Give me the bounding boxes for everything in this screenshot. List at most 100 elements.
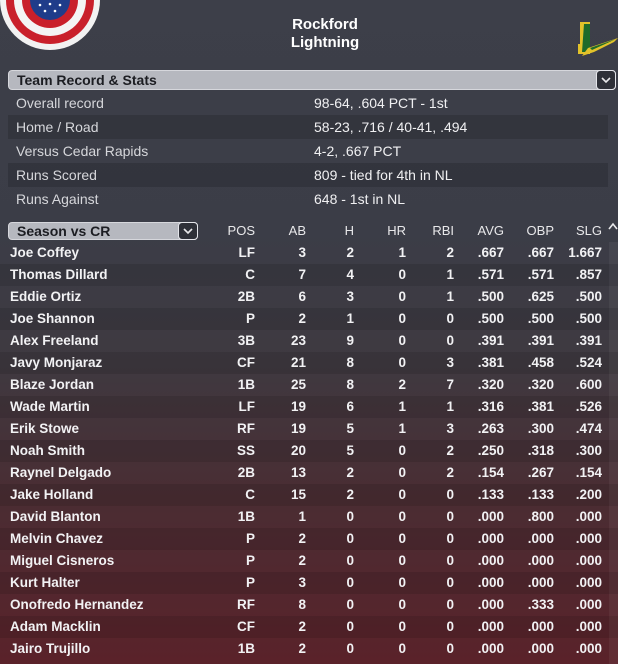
stat-rbi: 2 <box>446 443 454 458</box>
player-name[interactable]: Thomas Dillard <box>10 267 108 282</box>
player-row[interactable]: Eddie Ortiz 2B 6 3 0 1 .500 .625 .500 <box>0 286 618 308</box>
chevron-down-icon <box>183 227 193 234</box>
stat-slg: .154 <box>575 465 602 480</box>
stat-pos: C <box>245 487 255 502</box>
stat-pos: P <box>245 311 255 326</box>
player-row[interactable]: Adam Macklin CF 2 0 0 0 .000 .000 .000 <box>0 616 618 638</box>
player-name[interactable]: Jairo Trujillo <box>10 641 91 656</box>
stat-slg: .391 <box>575 333 602 348</box>
stat-h: 5 <box>346 443 354 458</box>
player-name[interactable]: Joe Coffey <box>10 245 80 260</box>
stat-avg: .000 <box>477 619 504 634</box>
stat-slg: .000 <box>575 597 602 612</box>
stat-h: 0 <box>346 509 354 524</box>
player-name[interactable]: Onofredo Hernandez <box>10 597 144 612</box>
player-name[interactable]: Wade Martin <box>10 399 90 414</box>
stat-avg: .154 <box>477 465 504 480</box>
record-label: Runs Against <box>16 191 99 207</box>
stat-rbi: 1 <box>446 289 454 304</box>
player-name[interactable]: Adam Macklin <box>10 619 101 634</box>
player-name[interactable]: Joe Shannon <box>10 311 95 326</box>
stat-pos: P <box>245 575 255 590</box>
player-row[interactable]: Jairo Trujillo 1B 2 0 0 0 .000 .000 .000 <box>0 638 618 660</box>
stat-rbi: 2 <box>446 245 454 260</box>
player-name[interactable]: Raynel Delgado <box>10 465 112 480</box>
player-name[interactable]: Noah Smith <box>10 443 86 458</box>
player-row[interactable]: Alex Freeland 3B 23 9 0 0 .391 .391 .391 <box>0 330 618 352</box>
section-toggle-button[interactable] <box>596 70 616 90</box>
player-name[interactable]: Erik Stowe <box>10 421 80 436</box>
stat-hr: 0 <box>398 443 406 458</box>
player-row[interactable]: Blaze Jordan 1B 25 8 2 7 .320 .320 .600 <box>0 374 618 396</box>
column-header-ab[interactable]: AB <box>288 223 306 238</box>
column-header-avg[interactable]: AVG <box>477 223 505 238</box>
stat-h: 0 <box>346 575 354 590</box>
stat-avg: .000 <box>477 575 504 590</box>
player-name[interactable]: David Blanton <box>10 509 101 524</box>
stat-rbi: 0 <box>446 333 454 348</box>
stat-hr: 1 <box>398 245 406 260</box>
stat-h: 4 <box>346 267 354 282</box>
record-row-overall: Overall record 98-64, .604 PCT - 1st <box>8 91 608 115</box>
stat-rbi: 0 <box>446 597 454 612</box>
stat-slg: .000 <box>575 531 602 546</box>
column-header-hr[interactable]: HR <box>387 223 406 238</box>
player-row[interactable]: Jake Holland C 15 2 0 0 .133 .133 .200 <box>0 484 618 506</box>
player-row[interactable]: Joe Shannon P 2 1 0 0 .500 .500 .500 <box>0 308 618 330</box>
season-filter-dropdown[interactable]: Season vs CR <box>8 222 198 240</box>
column-header-obp[interactable]: OBP <box>526 223 554 238</box>
stat-slg: .500 <box>575 311 602 326</box>
player-name[interactable]: Miguel Cisneros <box>10 553 115 568</box>
player-row[interactable]: Erik Stowe RF 19 5 1 3 .263 .300 .474 <box>0 418 618 440</box>
team-record-section-header[interactable]: Team Record & Stats <box>8 70 616 90</box>
record-label: Runs Scored <box>16 167 97 183</box>
stat-ab: 3 <box>298 575 306 590</box>
player-row[interactable]: Joe Coffey LF 3 2 1 2 .667 .667 1.667 <box>0 242 618 264</box>
stat-rbi: 1 <box>446 399 454 414</box>
stat-obp: .000 <box>527 619 554 634</box>
player-row[interactable]: Thomas Dillard C 7 4 0 1 .571 .571 .857 <box>0 264 618 286</box>
stat-avg: .000 <box>477 509 504 524</box>
player-name[interactable]: Kurt Halter <box>10 575 80 590</box>
stat-rbi: 2 <box>446 465 454 480</box>
player-name[interactable]: Javy Monjaraz <box>10 355 103 370</box>
stat-avg: .571 <box>477 267 504 282</box>
stat-pos: CF <box>237 619 255 634</box>
stat-obp: .800 <box>527 509 554 524</box>
player-row[interactable]: Miguel Cisneros P 2 0 0 0 .000 .000 .000 <box>0 550 618 572</box>
player-name[interactable]: Blaze Jordan <box>10 377 95 392</box>
player-row[interactable]: Noah Smith SS 20 5 0 2 .250 .318 .300 <box>0 440 618 462</box>
player-row[interactable]: Kurt Halter P 3 0 0 0 .000 .000 .000 <box>0 572 618 594</box>
stat-obp: .333 <box>527 597 554 612</box>
player-row[interactable]: Melvin Chavez P 2 0 0 0 .000 .000 .000 <box>0 528 618 550</box>
column-header-pos[interactable]: POS <box>227 223 255 238</box>
team-city: Rockford <box>292 16 358 33</box>
table-scrollbar[interactable] <box>609 242 618 664</box>
stat-pos: SS <box>236 443 255 458</box>
player-row[interactable]: Onofredo Hernandez RF 8 0 0 0 .000 .333 .000 <box>0 594 618 616</box>
stat-h: 8 <box>346 377 354 392</box>
scroll-up-arrow-icon[interactable] <box>608 220 618 234</box>
player-name[interactable]: Alex Freeland <box>10 333 99 348</box>
stat-rbi: 3 <box>446 421 454 436</box>
stat-obp: .133 <box>527 487 554 502</box>
player-name[interactable]: Melvin Chavez <box>10 531 104 546</box>
stat-rbi: 0 <box>446 311 454 326</box>
stat-hr: 0 <box>398 311 406 326</box>
player-row[interactable]: Raynel Delgado 2B 13 2 0 2 .154 .267 .154 <box>0 462 618 484</box>
season-dropdown-button[interactable] <box>178 222 198 240</box>
player-row[interactable]: Javy Monjaraz CF 21 8 0 3 .381 .458 .524 <box>0 352 618 374</box>
stat-hr: 0 <box>398 575 406 590</box>
column-header-slg[interactable]: SLG <box>575 223 602 238</box>
column-header-rbi[interactable]: RBI <box>432 223 454 238</box>
stat-ab: 13 <box>290 465 306 480</box>
stat-obp: .000 <box>527 575 554 590</box>
column-header-h[interactable]: H <box>344 223 354 238</box>
stat-hr: 0 <box>398 289 406 304</box>
player-row[interactable]: David Blanton 1B 1 0 0 0 .000 .800 .000 <box>0 506 618 528</box>
stat-slg: .200 <box>575 487 602 502</box>
player-name[interactable]: Jake Holland <box>10 487 94 502</box>
player-name[interactable]: Eddie Ortiz <box>10 289 82 304</box>
player-row[interactable]: Wade Martin LF 19 6 1 1 .316 .381 .526 <box>0 396 618 418</box>
stat-hr: 1 <box>398 421 406 436</box>
